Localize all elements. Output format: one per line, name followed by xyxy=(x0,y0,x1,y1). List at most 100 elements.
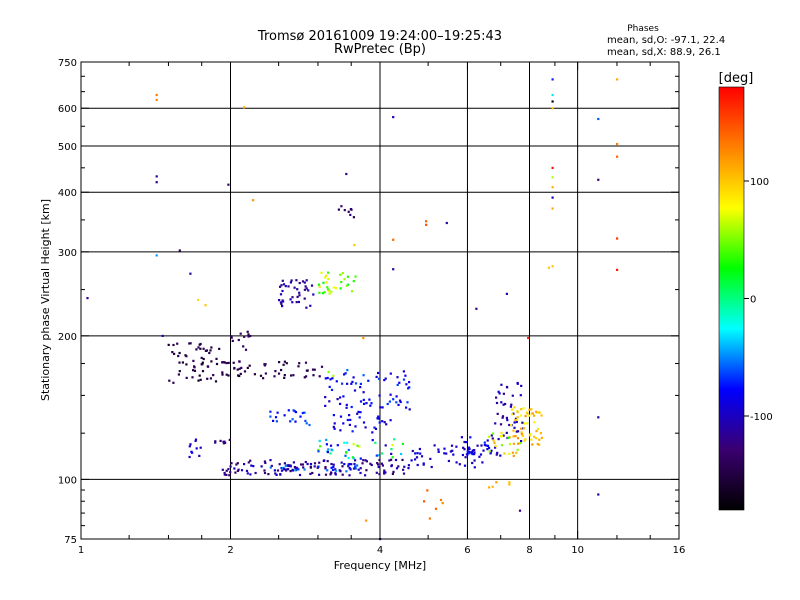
data-point xyxy=(520,408,523,411)
data-point xyxy=(273,469,276,472)
data-point xyxy=(520,440,523,443)
data-point xyxy=(235,463,238,466)
data-point xyxy=(347,210,350,213)
colorbar-tick-label: 0 xyxy=(750,295,756,306)
data-point xyxy=(374,427,378,430)
data-point xyxy=(466,453,469,456)
data-point xyxy=(503,452,506,455)
data-point xyxy=(325,281,328,284)
data-point xyxy=(252,465,255,468)
data-point xyxy=(317,465,320,468)
data-point xyxy=(378,458,381,462)
data-point xyxy=(362,336,365,340)
data-point xyxy=(274,416,278,419)
data-point xyxy=(508,436,511,439)
data-point xyxy=(369,462,372,465)
data-point xyxy=(188,342,191,345)
data-point xyxy=(344,372,347,375)
data-point xyxy=(260,465,263,468)
data-point xyxy=(278,361,281,364)
data-point xyxy=(362,391,365,394)
data-point xyxy=(383,421,386,424)
data-point xyxy=(405,383,408,386)
data-point xyxy=(210,346,213,349)
data-point xyxy=(426,489,429,492)
data-point xyxy=(296,295,299,298)
data-point xyxy=(499,435,502,438)
data-point xyxy=(324,473,328,476)
data-point xyxy=(204,304,207,307)
x-tick-label: 2 xyxy=(227,545,233,556)
data-point xyxy=(240,469,244,472)
data-point xyxy=(346,382,349,385)
data-point xyxy=(275,473,278,476)
data-point xyxy=(317,283,321,286)
data-point xyxy=(303,297,306,300)
data-point xyxy=(332,286,335,289)
data-point xyxy=(462,446,465,449)
data-point xyxy=(306,369,309,372)
data-point xyxy=(399,400,402,404)
data-point xyxy=(371,439,374,442)
data-point xyxy=(504,402,507,406)
data-point xyxy=(206,377,209,380)
data-point xyxy=(327,277,330,281)
data-point xyxy=(464,456,467,459)
data-point xyxy=(249,473,252,476)
data-point xyxy=(209,377,212,380)
data-point xyxy=(500,444,504,447)
data-point xyxy=(178,361,181,364)
data-point xyxy=(505,431,508,434)
data-point xyxy=(294,467,297,470)
data-point xyxy=(510,408,514,411)
data-point xyxy=(222,440,225,443)
data-point xyxy=(155,98,158,101)
data-point xyxy=(405,406,408,409)
data-point xyxy=(243,370,247,373)
data-point xyxy=(467,448,470,451)
data-point xyxy=(246,330,249,333)
colorbar-gradient xyxy=(718,86,745,511)
data-point xyxy=(491,432,495,435)
data-point xyxy=(204,349,207,352)
data-point xyxy=(345,406,348,409)
data-point xyxy=(508,481,511,484)
data-point xyxy=(528,434,531,437)
data-point xyxy=(343,441,346,444)
data-point xyxy=(353,389,357,392)
data-point xyxy=(536,443,539,446)
data-point xyxy=(214,440,217,443)
data-point xyxy=(352,467,356,470)
data-point xyxy=(177,354,180,358)
data-point xyxy=(362,459,365,462)
data-point xyxy=(502,403,505,406)
data-point xyxy=(339,273,342,276)
data-point xyxy=(508,423,511,427)
data-point xyxy=(376,417,379,420)
data-point xyxy=(295,279,298,282)
data-point xyxy=(312,374,315,377)
data-point xyxy=(359,386,362,389)
data-point xyxy=(318,285,321,288)
data-point xyxy=(466,450,469,453)
data-point xyxy=(302,466,305,469)
data-point xyxy=(359,382,362,385)
data-point xyxy=(280,302,283,305)
data-point xyxy=(343,373,346,376)
data-point xyxy=(225,362,228,365)
data-point xyxy=(347,465,350,468)
data-point xyxy=(551,265,554,268)
data-point xyxy=(322,459,325,462)
data-point xyxy=(450,444,454,447)
data-point xyxy=(473,459,476,462)
data-point xyxy=(312,293,315,296)
data-point xyxy=(208,351,211,355)
data-point xyxy=(349,418,352,421)
data-point xyxy=(350,208,353,211)
x-tick-label: 6 xyxy=(464,545,470,556)
data-point xyxy=(358,445,361,448)
data-point xyxy=(597,416,600,419)
data-point xyxy=(340,280,343,284)
y-tick-label: 400 xyxy=(58,188,77,199)
data-point xyxy=(350,405,353,409)
